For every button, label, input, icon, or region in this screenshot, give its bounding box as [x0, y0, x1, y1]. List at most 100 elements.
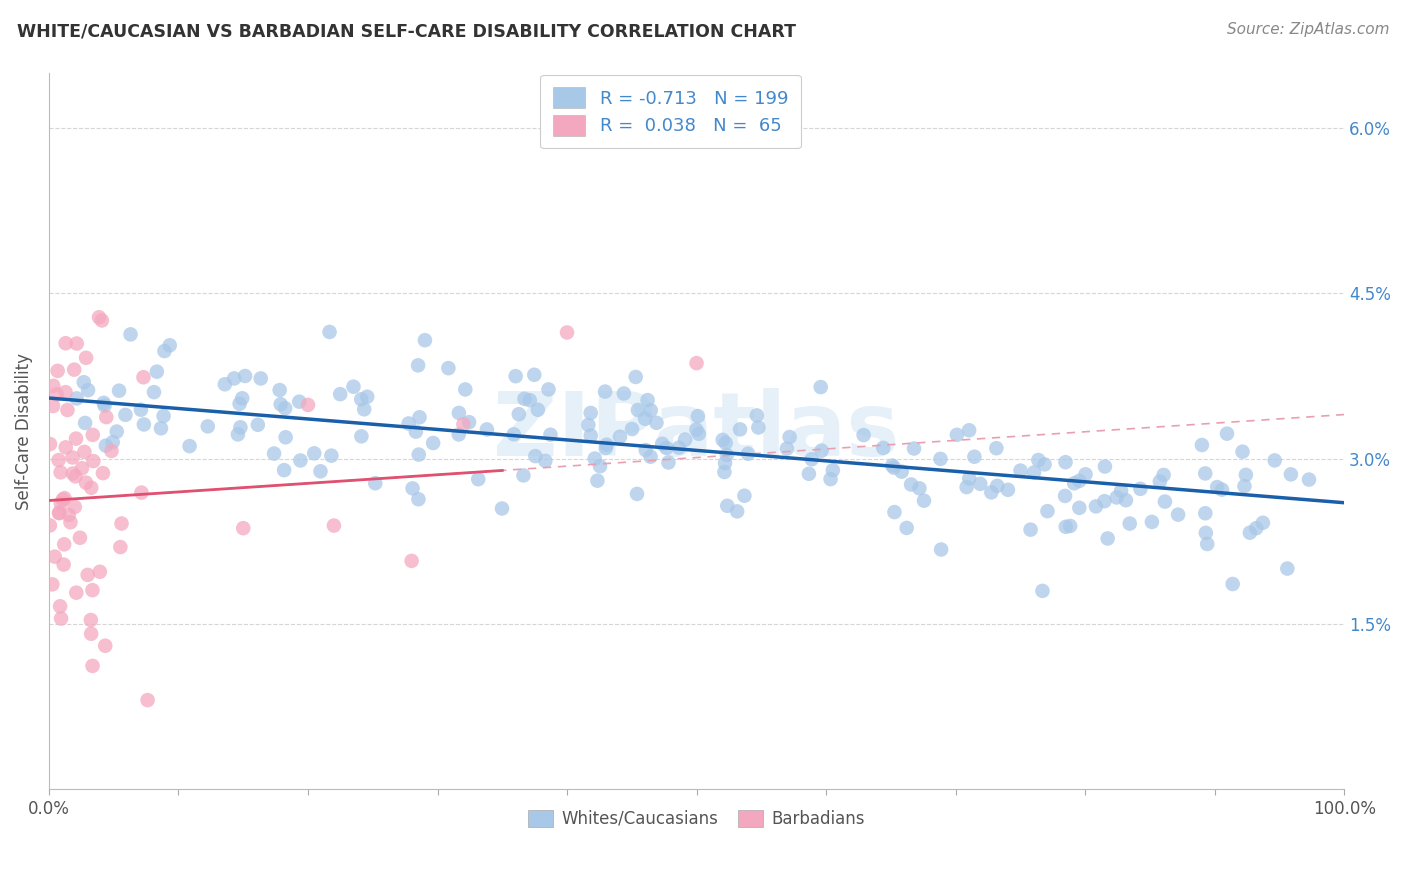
Point — [65, 432, 87, 446]
Point — [1036, 504, 1059, 518]
Point — [309, 464, 332, 478]
Point — [685, 423, 707, 437]
Point — [963, 450, 986, 464]
Point — [555, 326, 578, 340]
Point — [49, 466, 72, 480]
Point — [406, 359, 429, 373]
Point — [882, 458, 904, 473]
Point — [398, 417, 420, 431]
Point — [356, 390, 378, 404]
Point — [413, 333, 436, 347]
Point — [401, 554, 423, 568]
Point — [1232, 444, 1254, 458]
Point — [136, 693, 159, 707]
Point — [91, 466, 114, 480]
Point — [108, 384, 131, 398]
Point — [66, 336, 89, 351]
Point — [66, 392, 89, 406]
Point — [900, 477, 922, 491]
Point — [87, 310, 110, 325]
Point — [523, 368, 546, 382]
Point — [110, 516, 132, 531]
Point — [76, 567, 98, 582]
Point — [39, 437, 62, 451]
Point — [1277, 561, 1299, 575]
Point — [290, 453, 312, 467]
Point — [668, 441, 690, 455]
Point — [527, 402, 550, 417]
Point — [645, 416, 668, 430]
Point — [263, 446, 285, 460]
Point — [997, 483, 1019, 497]
Point — [583, 451, 606, 466]
Point — [980, 485, 1002, 500]
Point — [110, 540, 132, 554]
Point — [82, 659, 104, 673]
Point — [595, 441, 617, 455]
Point — [673, 433, 696, 447]
Point — [912, 493, 935, 508]
Point — [1129, 482, 1152, 496]
Point — [1097, 532, 1119, 546]
Point — [93, 396, 115, 410]
Point — [231, 391, 253, 405]
Point — [534, 454, 557, 468]
Point — [408, 492, 430, 507]
Point — [1233, 479, 1256, 493]
Point — [1154, 494, 1177, 508]
Point — [467, 472, 489, 486]
Point — [132, 370, 155, 384]
Point — [1298, 473, 1320, 487]
Point — [350, 429, 373, 443]
Point — [728, 422, 751, 436]
Point — [228, 397, 250, 411]
Y-axis label: Self-Care Disability: Self-Care Disability — [15, 352, 32, 509]
Point — [657, 455, 679, 469]
Point — [302, 446, 325, 460]
Point — [713, 465, 735, 479]
Point — [458, 415, 481, 429]
Point — [288, 394, 311, 409]
Point — [77, 383, 100, 397]
Point — [45, 387, 67, 401]
Point — [1206, 480, 1229, 494]
Point — [903, 442, 925, 456]
Point — [159, 338, 181, 352]
Point — [80, 481, 103, 495]
Point — [132, 417, 155, 432]
Point — [685, 356, 707, 370]
Point — [53, 537, 76, 551]
Point — [957, 471, 980, 485]
Point — [505, 369, 527, 384]
Point — [454, 383, 477, 397]
Point — [810, 443, 832, 458]
Point — [1119, 516, 1142, 531]
Point — [48, 506, 70, 520]
Point — [318, 325, 340, 339]
Point — [986, 441, 1008, 455]
Point — [56, 403, 79, 417]
Point — [114, 408, 136, 422]
Point — [540, 427, 562, 442]
Point — [797, 467, 820, 481]
Point — [956, 480, 979, 494]
Point — [626, 487, 648, 501]
Point — [1195, 525, 1218, 540]
Point — [232, 521, 254, 535]
Point — [101, 435, 124, 450]
Point — [55, 336, 77, 351]
Point — [149, 421, 172, 435]
Point — [1059, 519, 1081, 533]
Point — [273, 463, 295, 477]
Point — [229, 420, 252, 434]
Point — [946, 427, 969, 442]
Point — [82, 454, 104, 468]
Point — [883, 460, 905, 475]
Point — [1251, 516, 1274, 530]
Point — [52, 558, 75, 572]
Text: Source: ZipAtlas.com: Source: ZipAtlas.com — [1226, 22, 1389, 37]
Point — [896, 521, 918, 535]
Point — [1222, 577, 1244, 591]
Point — [1191, 438, 1213, 452]
Point — [38, 518, 60, 533]
